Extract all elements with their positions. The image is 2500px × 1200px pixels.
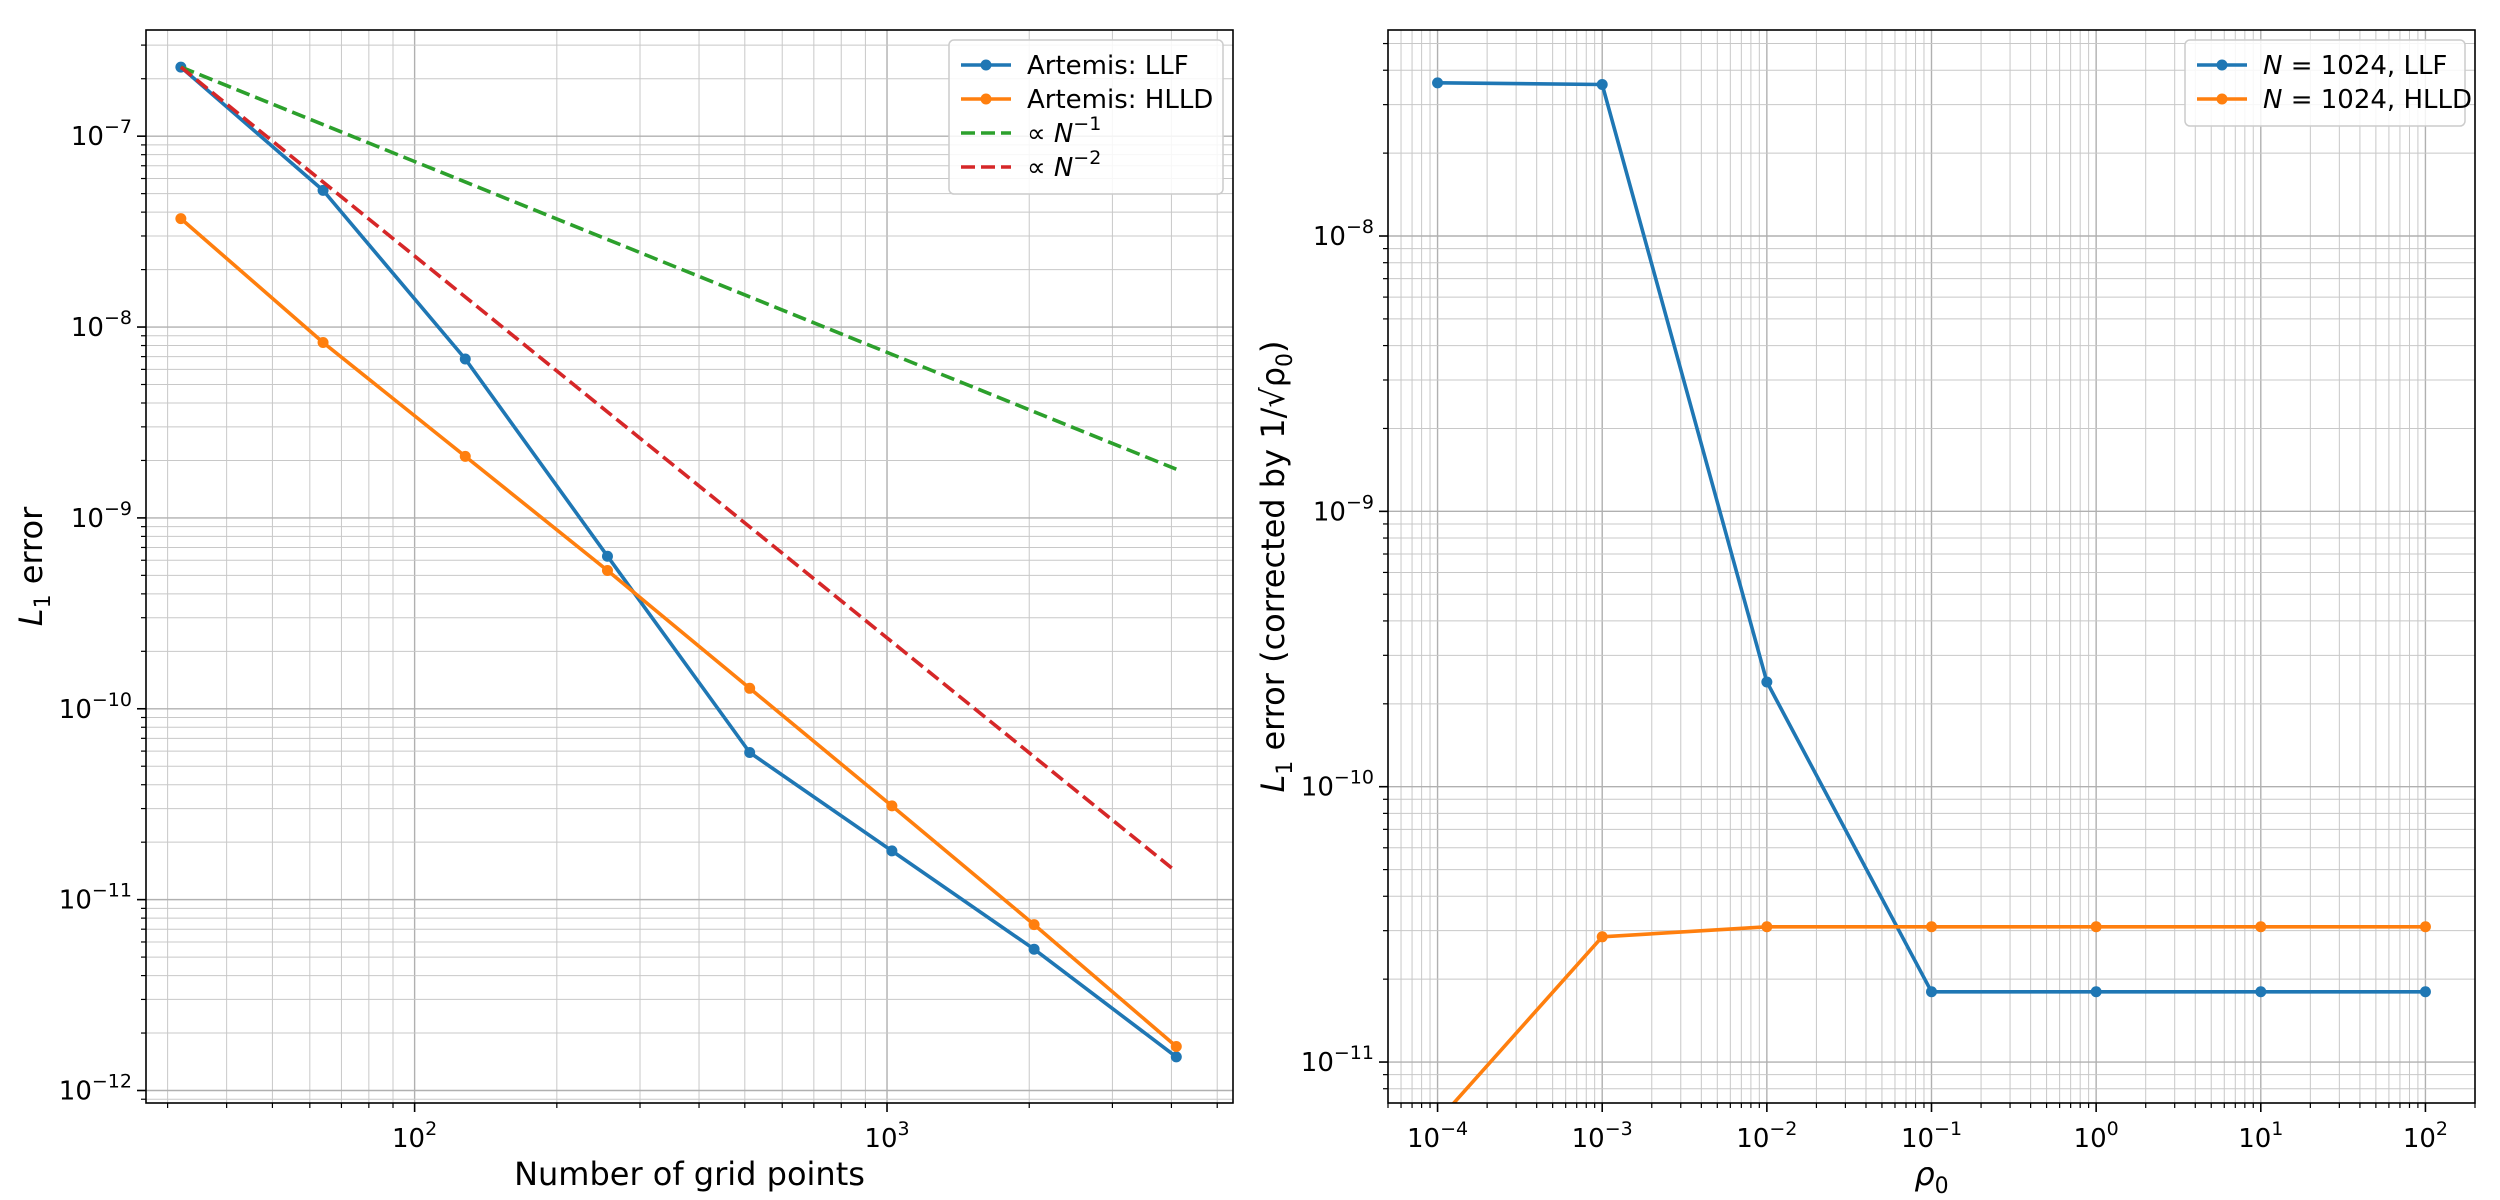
x-tick-label: 100 bbox=[2074, 1118, 2119, 1154]
right-ticks bbox=[1379, 42, 2476, 1112]
series-line-3 bbox=[179, 65, 1178, 874]
data-point bbox=[2090, 921, 2102, 933]
data-point bbox=[317, 336, 329, 348]
data-point bbox=[1028, 919, 1040, 931]
x-axis-title: ρ0 bbox=[1914, 1155, 1948, 1199]
x-tick-label: 101 bbox=[2238, 1118, 2283, 1154]
series-line-1 bbox=[179, 217, 1178, 1048]
y-tick-label: 10−9 bbox=[1313, 491, 1374, 527]
x-tick-label: 10−3 bbox=[1572, 1118, 1633, 1154]
data-point bbox=[601, 565, 613, 577]
x-tick-label: 10−2 bbox=[1736, 1118, 1797, 1154]
left-axes-frame bbox=[145, 29, 1234, 1104]
data-point bbox=[601, 550, 613, 562]
data-point bbox=[2419, 921, 2431, 933]
legend-marker bbox=[980, 59, 992, 71]
x-tick-label: 10−4 bbox=[1407, 1118, 1468, 1154]
left-grid bbox=[146, 30, 1233, 1103]
legend-label: Artemis: LLF bbox=[1027, 51, 1189, 81]
data-point bbox=[886, 800, 898, 812]
legend-marker bbox=[2216, 59, 2228, 71]
data-point bbox=[2255, 921, 2267, 933]
data-point bbox=[886, 845, 898, 857]
legend-label: N = 1024, HLLD bbox=[2263, 85, 2472, 115]
data-point bbox=[1170, 1041, 1182, 1053]
y-tick-label: 10−8 bbox=[1313, 216, 1374, 252]
y-axis-title: L1 error bbox=[12, 506, 56, 626]
data-point bbox=[1596, 79, 1608, 91]
left-plot-panel: 102 103 10−12 10−11 10−10 10−9 10−8 10−7 Number … bbox=[12, 29, 1234, 1193]
data-point bbox=[2419, 986, 2431, 998]
y-tick-label: 10−11 bbox=[1301, 1042, 1374, 1078]
y-tick-label: 10−9 bbox=[71, 498, 132, 534]
data-point bbox=[1596, 931, 1608, 943]
data-point bbox=[459, 353, 471, 365]
y-tick-label: 10−10 bbox=[59, 689, 132, 725]
legend-label: ∝ N−2 bbox=[1027, 147, 1101, 183]
right-axes-frame bbox=[1387, 29, 2476, 1104]
x-axis-title: Number of grid points bbox=[514, 1155, 865, 1193]
x-tick-label: 103 bbox=[864, 1118, 909, 1154]
left-legend: Artemis: LLF Artemis: HLLD∝ N−1∝ N−2 bbox=[948, 39, 1224, 195]
y-tick-label: 10−11 bbox=[59, 880, 132, 916]
right-series-group bbox=[1432, 77, 2431, 1103]
y-tick-label: 10−10 bbox=[1301, 767, 1374, 803]
legend-label: N = 1024, LLF bbox=[2263, 51, 2447, 81]
right-grid bbox=[1387, 30, 2476, 1103]
data-point bbox=[1926, 921, 1937, 933]
data-point bbox=[175, 213, 187, 225]
right-plot-panel: 10−4 10−3 10−2 10−1 100 101 102 10−11 10−10 10−9 1… bbox=[1254, 29, 2476, 1199]
legend-marker bbox=[2216, 93, 2228, 105]
y-tick-label: 10−7 bbox=[71, 116, 132, 152]
legend-frame bbox=[2184, 39, 2466, 127]
legend-label: ∝ N−1 bbox=[1027, 113, 1101, 149]
data-point bbox=[317, 184, 329, 196]
x-tick-label: 102 bbox=[2403, 1118, 2448, 1154]
data-point bbox=[1432, 77, 1444, 89]
data-point bbox=[2090, 986, 2102, 998]
data-point bbox=[1170, 1051, 1182, 1063]
series-line-0 bbox=[179, 65, 1178, 1059]
data-point bbox=[1761, 676, 1773, 688]
right-legend: N = 1024, LLF N = 1024, HLLD bbox=[2184, 39, 2472, 127]
data-point bbox=[459, 450, 471, 462]
y-tick-label: 10−12 bbox=[59, 1070, 132, 1106]
data-point bbox=[1028, 943, 1040, 955]
x-tick-label: 10−1 bbox=[1901, 1118, 1962, 1154]
left-ticks bbox=[137, 44, 1218, 1112]
left-series-group bbox=[175, 61, 1182, 1063]
y-axis-title: L1 error (corrected by 1/√ρ0) bbox=[1254, 340, 1298, 792]
data-point bbox=[744, 682, 756, 694]
x-tick-label: 102 bbox=[392, 1118, 437, 1154]
data-point bbox=[2255, 986, 2267, 998]
legend-label: Artemis: HLLD bbox=[1027, 85, 1213, 115]
y-tick-label: 10−8 bbox=[71, 307, 132, 343]
legend-frame bbox=[948, 39, 1224, 195]
legend-marker bbox=[980, 93, 992, 105]
data-point bbox=[744, 747, 756, 759]
data-point bbox=[1926, 986, 1937, 998]
data-point bbox=[1761, 921, 1773, 933]
